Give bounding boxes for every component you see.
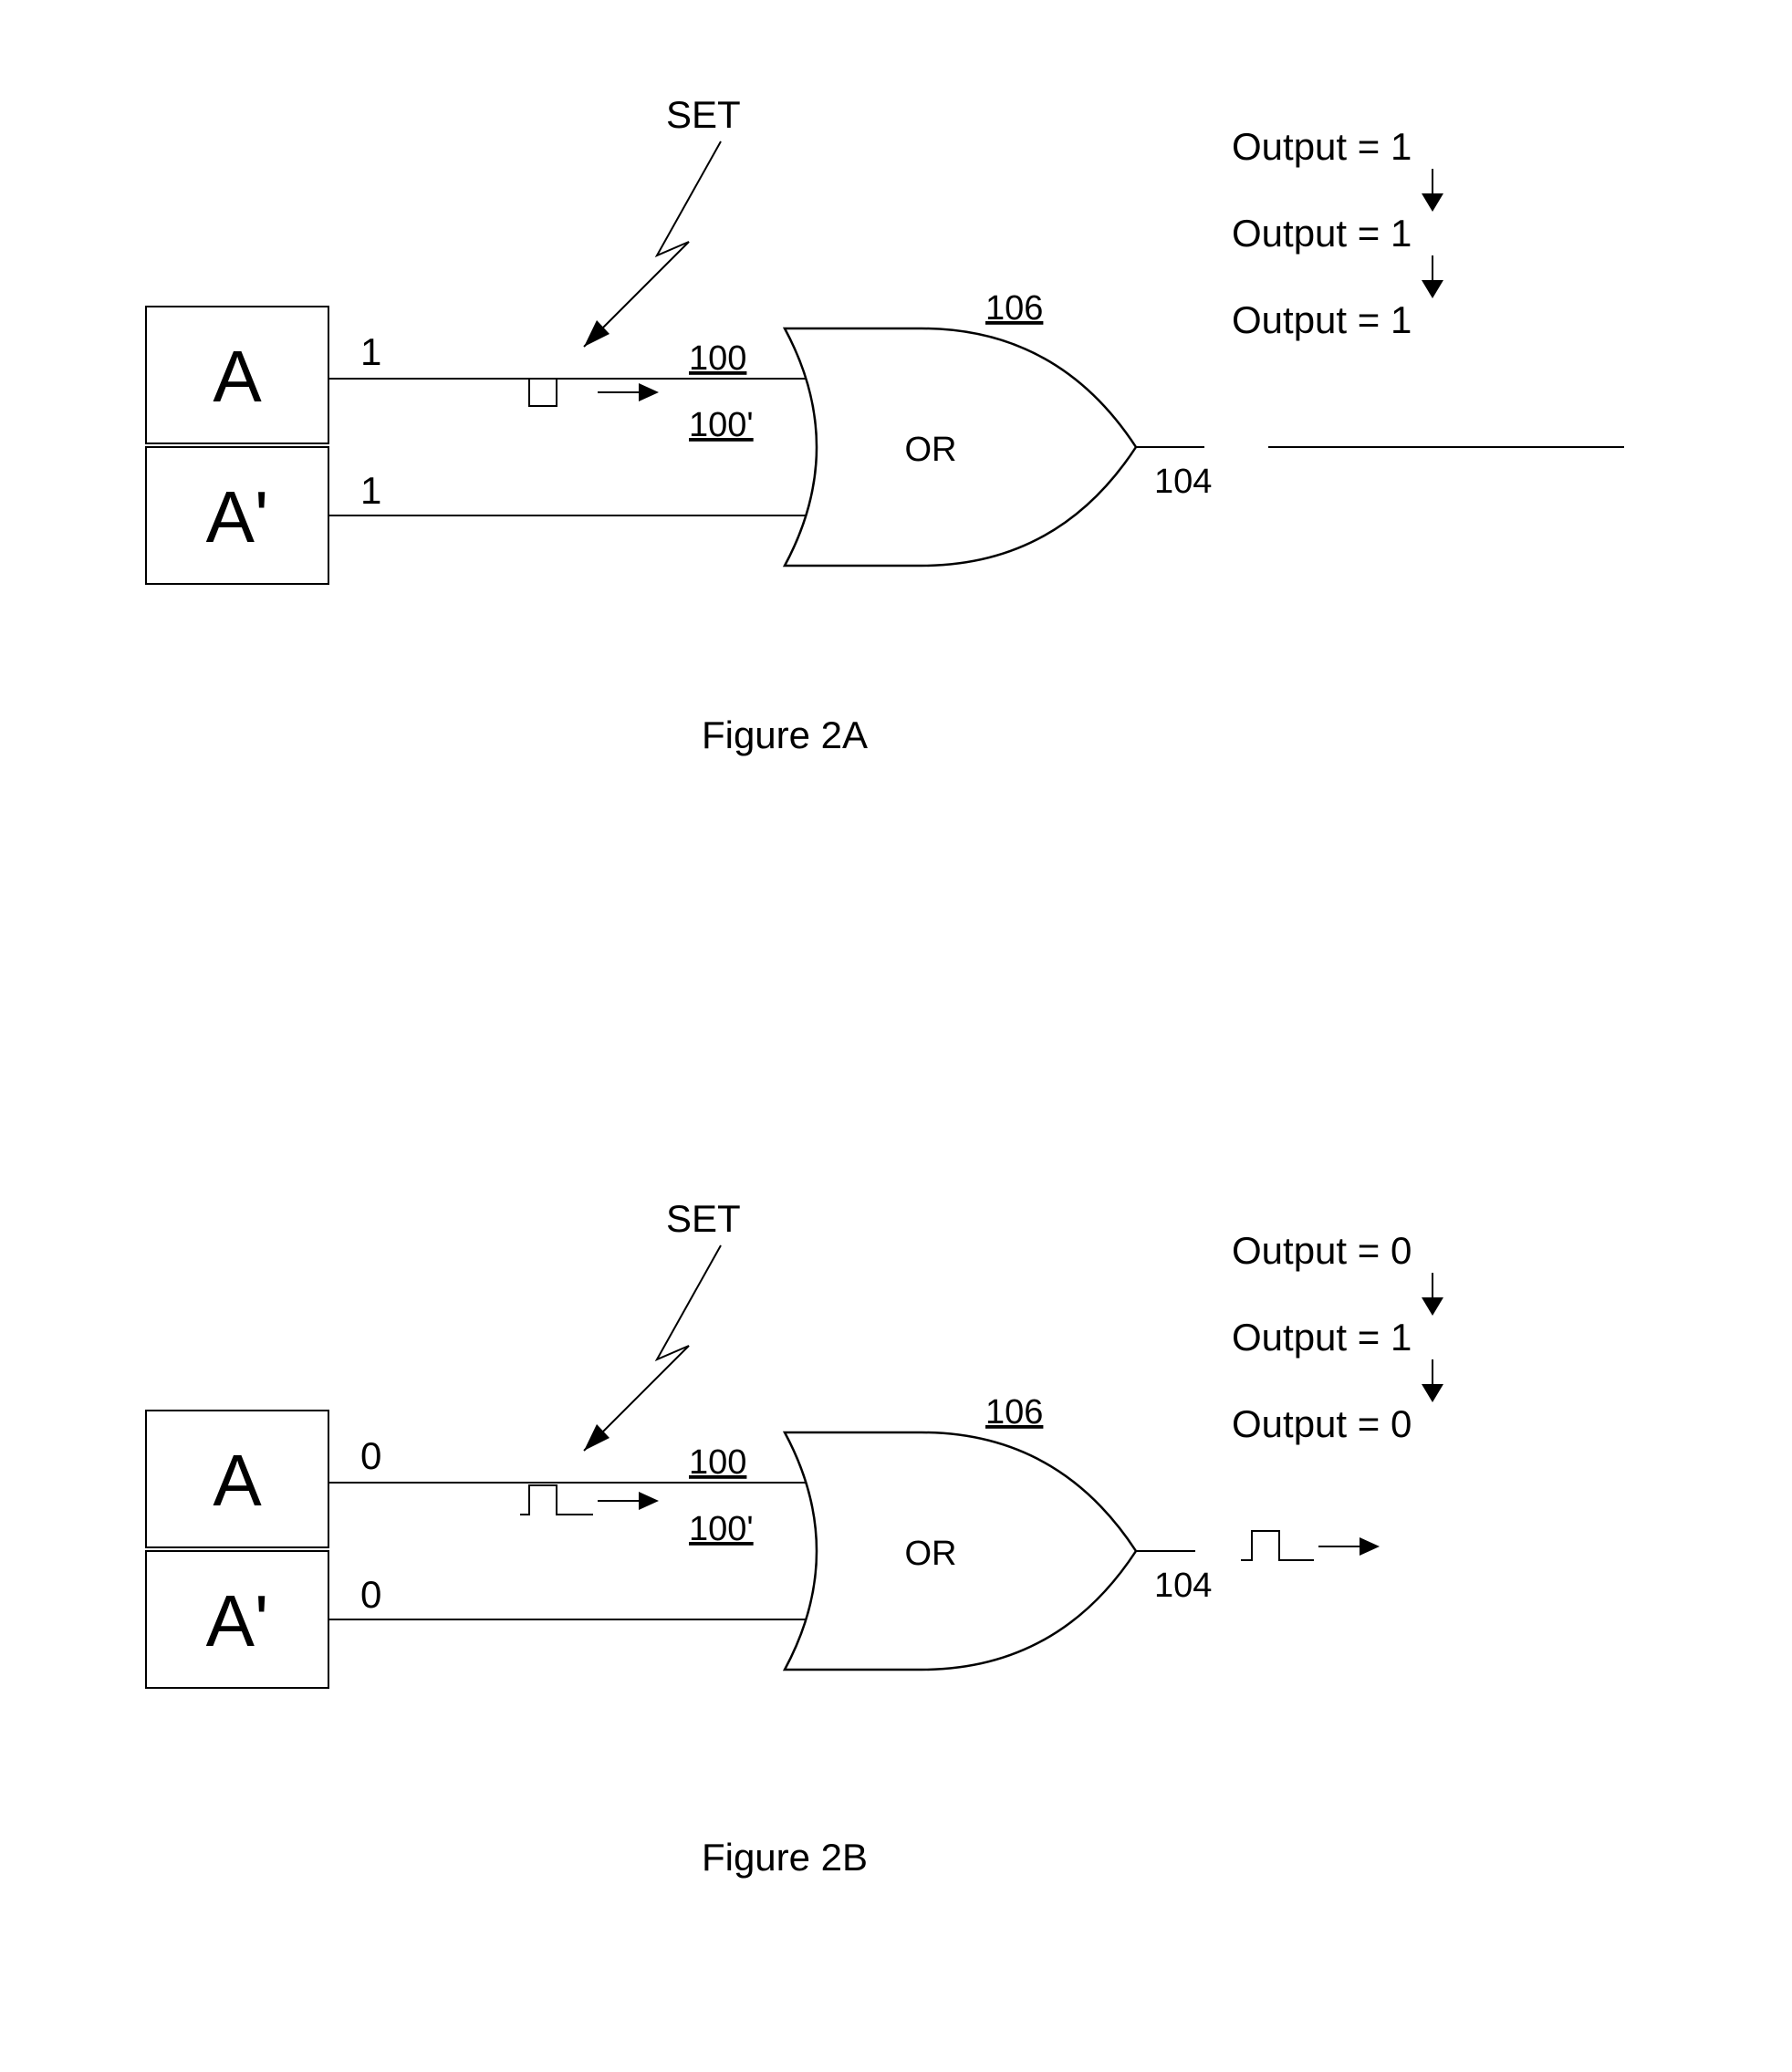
or-gate: OR [785, 1432, 1136, 1670]
input-a-value: 0 [360, 1434, 381, 1477]
input-a-prime-label: A' [206, 1580, 269, 1661]
output-line-2: Output = 1 [1232, 212, 1412, 255]
output-line-1: Output = 0 [1232, 1229, 1412, 1272]
wire-top-ref: 100 [689, 1443, 746, 1482]
input-a-prime-label: A' [206, 476, 269, 557]
chevron-down-icon [1422, 255, 1443, 298]
or-gate-label: OR [905, 431, 957, 469]
set-arrow [584, 1245, 721, 1451]
output-pulse-icon [1241, 1531, 1380, 1560]
figure-2b: A A' 0 0 100 100' SET OR [146, 1197, 1443, 1879]
gate-top-ref: 106 [985, 289, 1043, 328]
chevron-down-icon [1422, 169, 1443, 212]
wire-bot-ref: 100' [689, 406, 754, 444]
output-line-2: Output = 1 [1232, 1316, 1412, 1359]
output-ref: 104 [1154, 1567, 1212, 1605]
figure-caption: Figure 2B [702, 1836, 868, 1879]
input-a-value: 1 [360, 330, 381, 373]
figure-2a: A A' 1 1 100 100' SET OR [146, 93, 1624, 756]
input-a-prime-value: 0 [360, 1573, 381, 1616]
set-arrow [584, 141, 721, 347]
wire-top-ref: 100 [689, 339, 746, 378]
output-line-1: Output = 1 [1232, 125, 1412, 168]
set-pulse-icon [520, 379, 659, 406]
input-a-label: A [213, 336, 262, 417]
input-a-prime-box: A' [146, 1551, 328, 1688]
input-a-prime-box: A' [146, 447, 328, 584]
output-line-3: Output = 0 [1232, 1402, 1412, 1445]
gate-top-ref: 106 [985, 1393, 1043, 1432]
wire-bot-ref: 100' [689, 1510, 754, 1548]
output-values: Output = 0 Output = 1 Output = 0 [1232, 1229, 1443, 1445]
input-a-box: A [146, 1411, 328, 1547]
output-ref: 104 [1154, 463, 1212, 501]
input-a-prime-value: 1 [360, 469, 381, 512]
diagram-canvas: A A' 1 1 100 100' SET OR [0, 0, 1792, 2072]
input-a-box: A [146, 307, 328, 443]
chevron-down-icon [1422, 1273, 1443, 1316]
output-values: Output = 1 Output = 1 Output = 1 [1232, 125, 1443, 341]
set-label: SET [666, 1197, 741, 1240]
or-gate-label: OR [905, 1535, 957, 1573]
output-line-3: Output = 1 [1232, 298, 1412, 341]
set-pulse-icon [520, 1485, 659, 1515]
or-gate: OR [785, 328, 1136, 566]
input-a-label: A [213, 1440, 262, 1521]
set-label: SET [666, 93, 741, 136]
figure-caption: Figure 2A [702, 713, 868, 756]
chevron-down-icon [1422, 1359, 1443, 1402]
